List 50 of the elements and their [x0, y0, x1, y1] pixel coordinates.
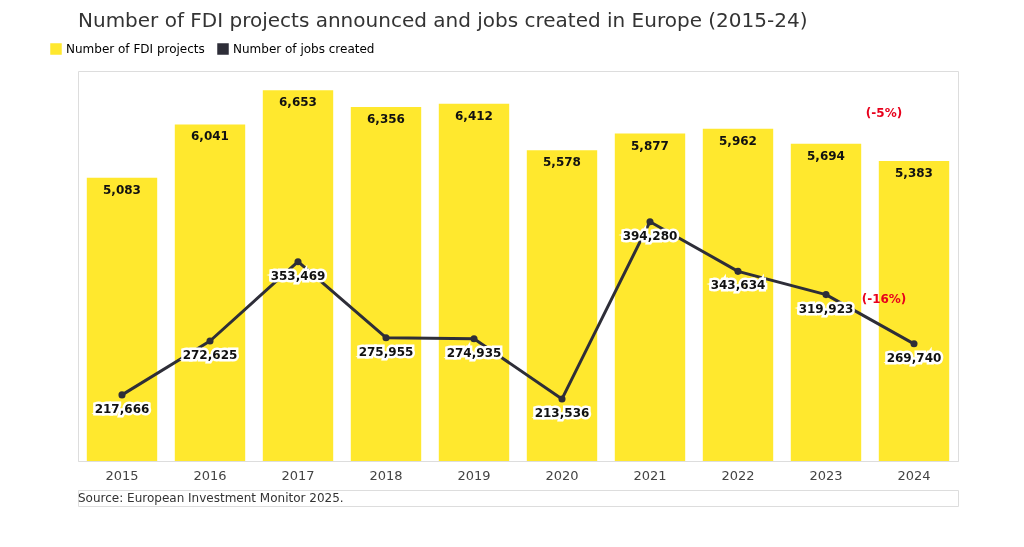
point [382, 334, 390, 342]
chart-title: Number of FDI projects announced and jobs created in Europe (2015-24) [78, 8, 808, 32]
legend-label: Number of FDI projects [66, 42, 205, 56]
bar [702, 128, 774, 461]
annotation: (-5%) [865, 106, 903, 120]
bar [790, 143, 862, 461]
data-label: 6,041 [191, 129, 229, 144]
point [118, 391, 126, 399]
bar [350, 106, 422, 461]
data-label: 5,694 [807, 148, 845, 163]
data-label: 5,383 [895, 166, 933, 181]
point [294, 258, 302, 266]
x-tick-label: 2021 [633, 467, 667, 483]
data-label: 269,740 [886, 350, 942, 365]
bar [174, 124, 246, 461]
point [646, 218, 654, 226]
data-label: 275,955 [358, 344, 414, 359]
bar [262, 90, 334, 461]
data-label: 217,666 [94, 401, 150, 416]
point [734, 267, 742, 275]
data-label: 6,356 [367, 111, 405, 126]
data-label: 213,536 [534, 405, 590, 420]
bar [614, 133, 686, 461]
data-label: 6,653 [279, 95, 317, 110]
x-tick-label: 2019 [457, 467, 491, 483]
x-tick-label: 2015 [105, 467, 139, 483]
point [558, 395, 566, 403]
point [822, 291, 830, 299]
x-tick-label: 2018 [369, 467, 403, 483]
data-label: 5,877 [631, 138, 669, 153]
data-label: 5,962 [719, 133, 757, 148]
data-label: 5,083 [103, 182, 141, 197]
x-tick-label: 2016 [193, 467, 227, 483]
bar [438, 103, 510, 461]
data-label: 5,578 [543, 155, 581, 170]
data-label: 343,634 [710, 278, 766, 293]
x-tick-label: 2022 [721, 467, 755, 483]
data-label: 319,923 [798, 301, 854, 316]
x-tick-label: 2020 [545, 467, 579, 483]
data-label: 6,412 [455, 108, 493, 123]
x-tick-label: 2024 [897, 467, 931, 483]
source-note: Source: European Investment Monitor 2025. [78, 491, 344, 505]
x-tick-label: 2017 [281, 467, 315, 483]
point [470, 335, 478, 343]
point [206, 337, 214, 345]
x-tick-label: 2023 [809, 467, 843, 483]
legend-label: Number of jobs created [233, 42, 375, 56]
bar [526, 150, 598, 461]
point [910, 340, 918, 348]
bar [86, 177, 158, 461]
